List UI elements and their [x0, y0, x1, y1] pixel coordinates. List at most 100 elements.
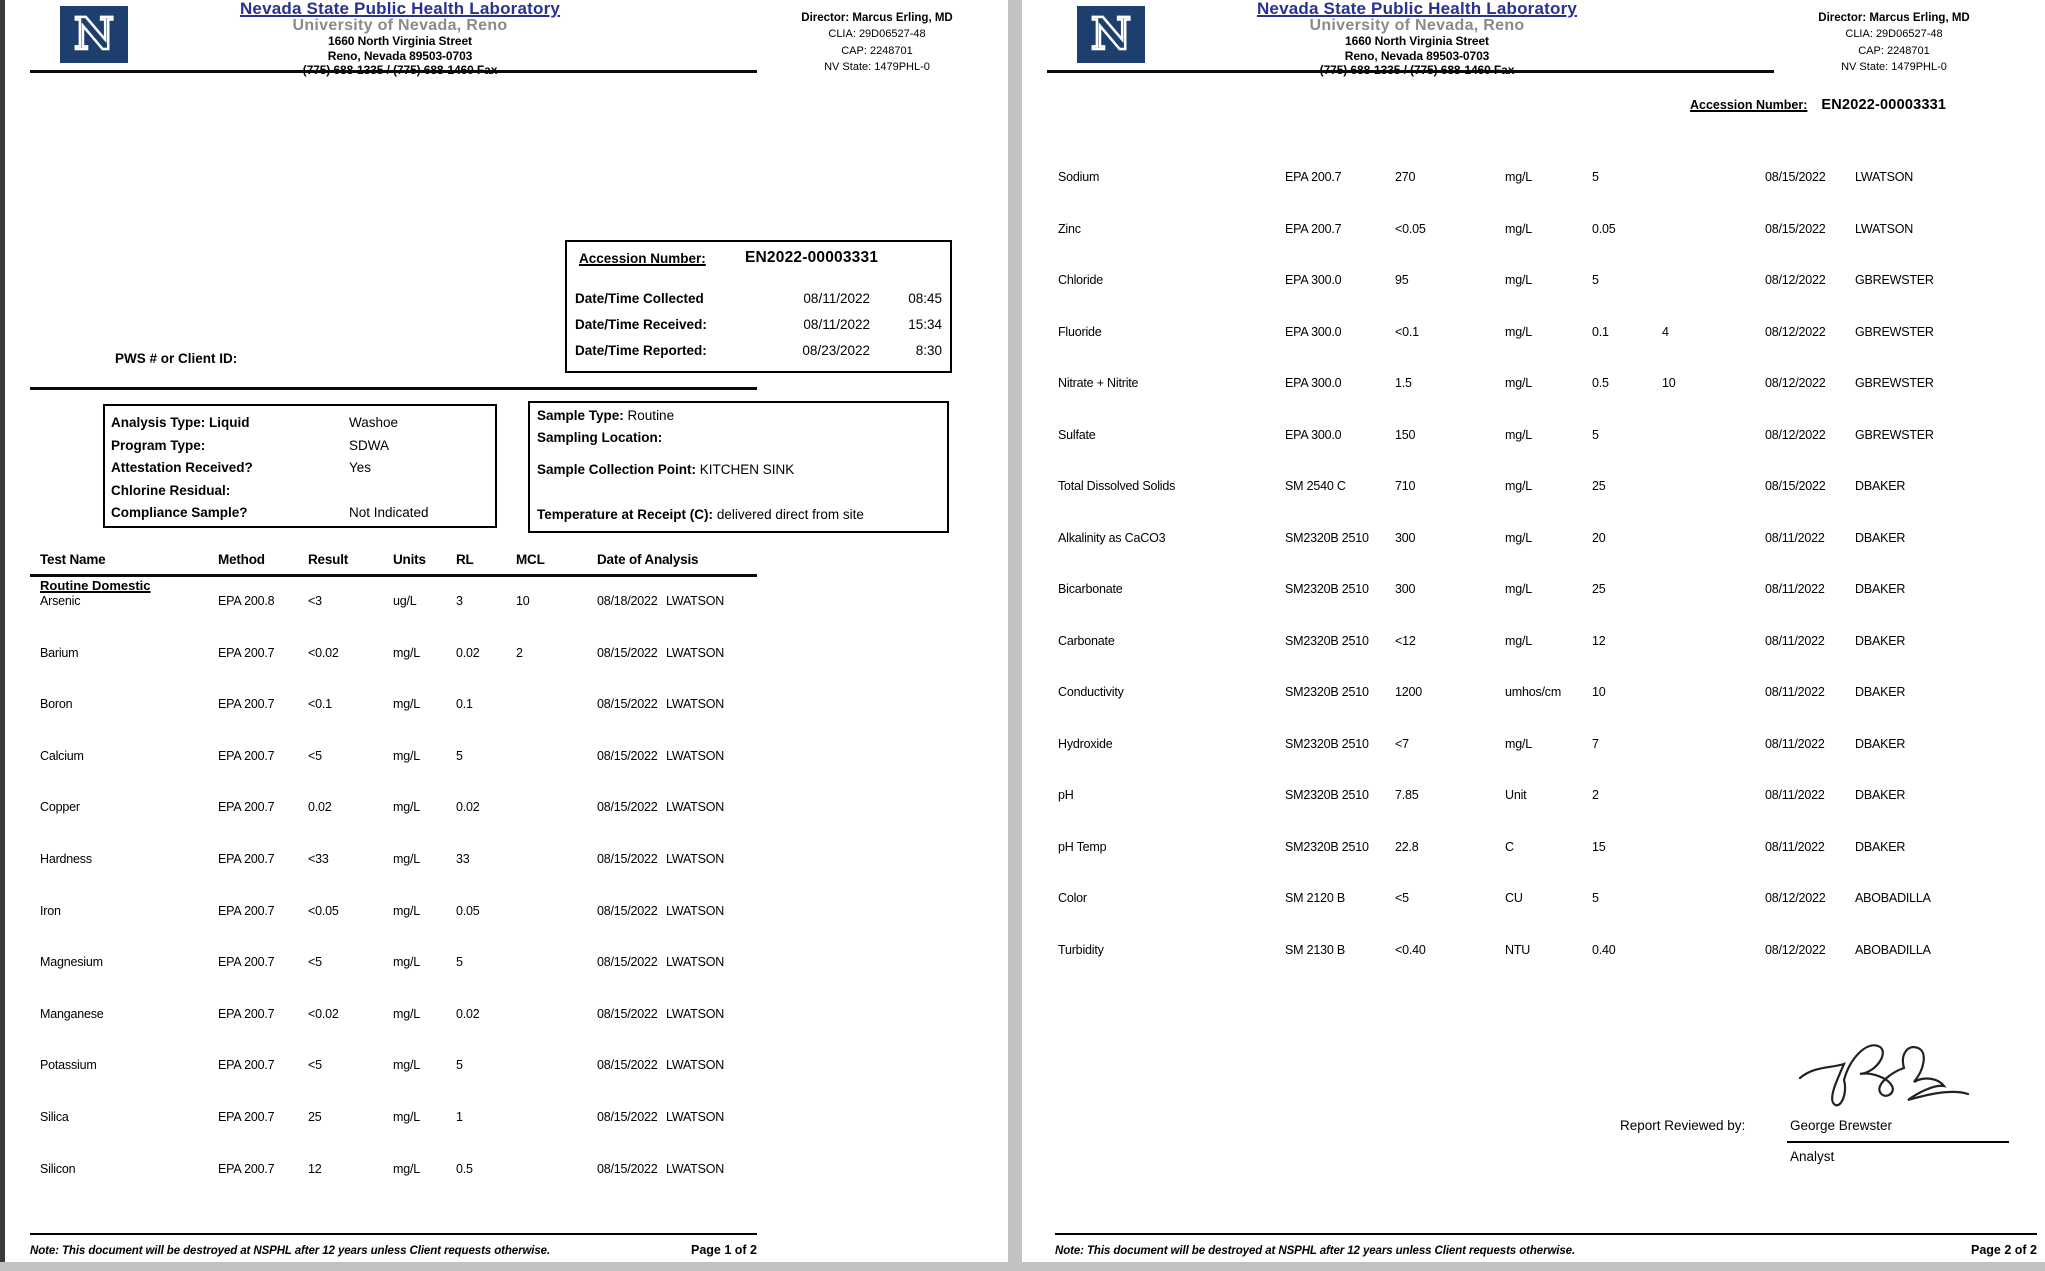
cell-mcl — [1662, 479, 1765, 531]
page-2: N Nevada State Public Health Laboratory … — [1022, 0, 2045, 1262]
compliance-sample-label: Compliance Sample? — [111, 505, 248, 520]
cell-analyst: GBREWSTER — [1855, 376, 1934, 390]
cell-mcl: 4 — [1662, 324, 1669, 339]
cell-date: 08/11/2022 — [1765, 633, 1825, 648]
cell-units: mg/L — [1505, 170, 1532, 184]
cell-analyst: LWATSON — [666, 800, 725, 815]
nv-state-number: NV State: 1479PHL-0 — [824, 61, 930, 73]
cell-mcl — [516, 955, 597, 1007]
cell-units: mg/L — [1505, 221, 1532, 236]
cell-analyst: LWATSON — [1855, 221, 1914, 236]
table-row: Hardness EPA 200.7 <33 mg/L 33 08/15/2022 LWAT… — [40, 852, 757, 904]
table-row: Total Dissolved Solids SM 2540 C 710 mg/L 25… — [1058, 479, 2023, 531]
report-reviewed-by-label: Report Reviewed by: — [1620, 1118, 1746, 1133]
cell-method: EPA 300.0 — [1285, 324, 1342, 339]
sample-info-box: Sample Type: Routine Sampling Location: … — [528, 401, 949, 533]
director-label: Director: — [1818, 12, 1867, 24]
table-row: Bicarbonate SM2320B 2510 300 mg/L 25 08/11/20… — [1058, 582, 2023, 634]
cell-rl: 25 — [1592, 479, 1606, 493]
cell-units: mg/L — [393, 645, 420, 660]
cell-units: C — [1505, 839, 1514, 854]
attestation-label: Attestation Received? — [111, 460, 253, 475]
cell-result: <0.1 — [1395, 324, 1419, 339]
cell-date: 08/12/2022 — [1765, 376, 1826, 390]
accession-label: Accession Number: — [579, 251, 706, 266]
collected-time: 08:45 — [908, 291, 942, 306]
cell-rl: 0.40 — [1592, 942, 1616, 957]
cell-test: Silicon — [40, 1161, 76, 1176]
accession-number: EN2022-00003331 — [745, 249, 879, 266]
cell-units: umhos/cm — [1505, 685, 1562, 699]
cell-test: Chloride — [1058, 273, 1103, 287]
cell-units: mg/L — [393, 851, 420, 866]
cell-rl: 5 — [1592, 273, 1599, 287]
footer-note: Note: This document will be destroyed at… — [30, 1245, 551, 1257]
accession-dates: Date/Time Collected 08/11/2022 08:45 Dat… — [575, 286, 942, 364]
reviewer-title: Analyst — [1790, 1149, 1835, 1164]
cell-method: EPA 300.0 — [1285, 427, 1342, 442]
cell-date: 08/15/2022 — [1765, 479, 1826, 493]
unr-logo-letter: N — [1090, 8, 1133, 60]
university-name: University of Nevada, Reno — [292, 17, 508, 34]
cell-result: <33 — [308, 851, 329, 866]
cell-result: <7 — [1395, 736, 1409, 751]
page-1: N Nevada State Public Health Laboratory … — [5, 0, 1008, 1262]
cell-units: CU — [1505, 891, 1523, 905]
cell-rl: 0.05 — [456, 903, 480, 918]
cell-result: 12 — [308, 1161, 322, 1176]
cell-test: Zinc — [1058, 221, 1081, 236]
cell-method: EPA 200.7 — [218, 1006, 275, 1021]
chlorine-residual-label: Chlorine Residual: — [111, 482, 231, 498]
address-line-2: Reno, Nevada 89503-0703 — [327, 48, 473, 63]
cell-rl: 7 — [1592, 736, 1599, 751]
cell-method: EPA 200.7 — [218, 1058, 275, 1073]
cell-date: 08/11/2022 — [1765, 736, 1825, 751]
info-row: Analysis Type: Liquid Washoe — [111, 412, 489, 435]
cell-date: 08/12/2022 — [1765, 427, 1826, 442]
cell-test: Turbidity — [1058, 942, 1104, 957]
cell-mcl — [1662, 943, 1765, 995]
cell-test: Fluoride — [1058, 324, 1102, 339]
table-row: Conductivity SM2320B 2510 1200 umhos/cm 10 08… — [1058, 685, 2023, 737]
cell-rl: 25 — [1592, 582, 1606, 596]
cell-test: Hydroxide — [1058, 736, 1113, 751]
cell-analyst: DBAKER — [1855, 530, 1906, 545]
cell-test: Hardness — [40, 851, 92, 866]
reported-label: Date/Time Reported: — [575, 343, 707, 358]
cell-date: 08/15/2022 — [597, 851, 658, 866]
cell-analyst: LWATSON — [666, 1058, 725, 1073]
director-line: Director: Marcus Erling, MD — [1778, 10, 2010, 26]
cell-analyst: DBAKER — [1855, 736, 1906, 751]
cell-analyst: GBREWSTER — [1855, 427, 1934, 442]
results-table-page2: Sodium EPA 200.7 270 mg/L 5 08/15/2022 LWATSON… — [1058, 170, 2023, 994]
cell-mcl — [516, 852, 597, 904]
cell-date: 08/15/2022 — [597, 955, 658, 970]
signature-scribble — [1798, 1044, 1970, 1107]
cell-result: 300 — [1395, 530, 1416, 545]
cell-date: 08/11/2022 — [1765, 685, 1825, 699]
info-row: Chlorine Residual: — [111, 480, 489, 503]
cell-mcl — [516, 1110, 597, 1162]
cell-units: NTU — [1505, 942, 1531, 957]
temperature-value: delivered direct from site — [716, 507, 864, 522]
cell-result: <0.40 — [1395, 942, 1426, 957]
cell-rl: 2 — [1592, 788, 1599, 802]
cell-analyst: DBAKER — [1855, 479, 1906, 493]
cell-result: <0.02 — [308, 1006, 339, 1021]
table-row: Iron EPA 200.7 <0.05 mg/L 0.05 08/15/2022 LWAT… — [40, 904, 757, 956]
col-result: Result — [308, 552, 349, 567]
director-line: Director: Marcus Erling, MD — [761, 10, 993, 26]
cell-test: Sodium — [1058, 170, 1100, 184]
cell-units: mg/L — [393, 1058, 420, 1073]
table-row: Alkalinity as CaCO3 SM2320B 2510 300 mg/L 20… — [1058, 531, 2023, 583]
cell-date: 08/12/2022 — [1765, 891, 1826, 905]
cell-mcl — [1662, 428, 1765, 480]
cell-units: mg/L — [393, 1006, 420, 1021]
cell-date: 08/18/2022 — [597, 594, 658, 608]
cell-test: Copper — [40, 800, 80, 815]
cell-rl: 5 — [1592, 891, 1599, 905]
cell-date: 08/15/2022 — [597, 800, 658, 815]
cell-test: Sulfate — [1058, 427, 1096, 442]
cell-method: SM2320B 2510 — [1285, 685, 1369, 699]
cell-units: mg/L — [1505, 530, 1532, 545]
